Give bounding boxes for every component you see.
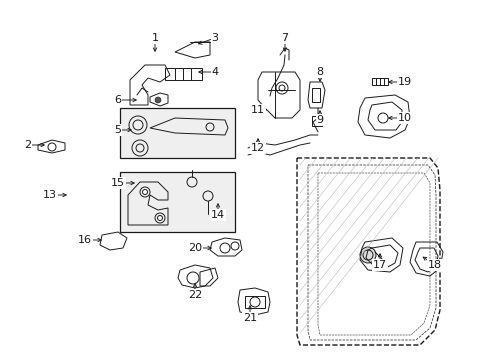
Text: 11: 11 xyxy=(250,105,264,115)
Text: 17: 17 xyxy=(372,260,386,270)
FancyBboxPatch shape xyxy=(120,108,235,158)
Text: 1: 1 xyxy=(151,33,158,43)
Circle shape xyxy=(142,189,147,194)
Text: 20: 20 xyxy=(187,243,202,253)
Text: 16: 16 xyxy=(78,235,92,245)
Text: 6: 6 xyxy=(114,95,121,105)
Text: 14: 14 xyxy=(210,210,224,220)
Circle shape xyxy=(157,216,162,220)
Text: 18: 18 xyxy=(427,260,441,270)
Text: 8: 8 xyxy=(316,67,323,77)
Text: 12: 12 xyxy=(250,143,264,153)
Text: 19: 19 xyxy=(397,77,411,87)
Text: 2: 2 xyxy=(24,140,32,150)
Text: 4: 4 xyxy=(211,67,218,77)
FancyBboxPatch shape xyxy=(120,172,235,232)
Text: 13: 13 xyxy=(43,190,57,200)
Text: 21: 21 xyxy=(243,313,257,323)
Text: 3: 3 xyxy=(211,33,218,43)
Text: 7: 7 xyxy=(281,33,288,43)
Text: 9: 9 xyxy=(316,115,323,125)
Text: 5: 5 xyxy=(114,125,121,135)
Text: 22: 22 xyxy=(187,290,202,300)
Circle shape xyxy=(359,247,375,263)
Circle shape xyxy=(155,97,161,103)
Text: 15: 15 xyxy=(111,178,125,188)
Text: 10: 10 xyxy=(397,113,411,123)
